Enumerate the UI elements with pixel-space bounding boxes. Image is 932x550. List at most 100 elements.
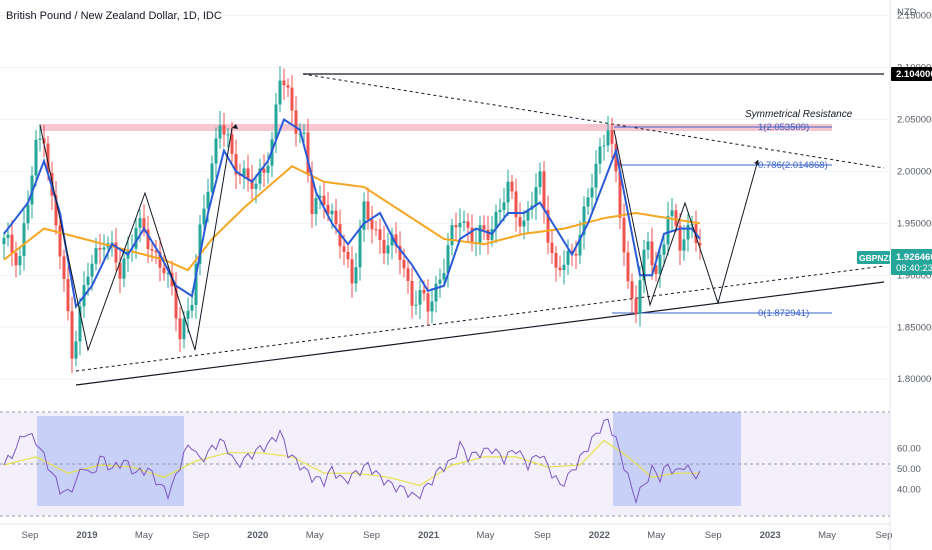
rsi-tick-label: 60.00 [897,444,921,455]
time-tick-label: May [476,530,494,541]
candle-body [650,241,654,266]
last-price-tag [891,249,932,275]
candle-body [494,211,498,230]
candle [650,227,654,280]
candle-body [42,138,46,144]
candle-body [662,244,666,255]
candle-body [86,276,90,285]
candle-body [370,219,374,230]
candle-body [646,241,650,250]
candle-body [438,279,442,284]
candle-body [686,224,690,240]
candle [2,231,6,259]
candle [34,129,38,187]
candle-body [674,210,678,226]
candle [246,154,250,192]
candle-body [14,252,18,266]
candle-body [582,206,586,235]
fib-level-1-label: 1(2.053509) [758,122,809,133]
candle [502,187,506,222]
time-tick-label: Sep [192,530,209,541]
candle [450,218,454,256]
candle [18,247,22,276]
candle-body [150,249,154,251]
candle-body [234,153,238,175]
descending-resistance-line [302,73,885,169]
candle [122,251,126,288]
candle-body [214,138,218,164]
candle-body [658,254,662,274]
candle-body [478,225,482,243]
candle [610,117,614,158]
candle-body [514,191,518,218]
candle-body [506,181,510,203]
candle-body [430,301,434,312]
candle-body [414,304,418,306]
candle [54,180,58,235]
candle-body [298,133,302,135]
candle-body [34,139,38,176]
candle [394,222,398,254]
candle [78,297,82,356]
ticker-tag-text: GBPNZD [859,253,895,263]
candle [150,240,154,262]
candle-body [362,201,366,230]
time-tick-label: Sep [363,530,380,541]
candle-body [194,263,198,305]
candle [378,218,382,255]
candle [154,240,158,264]
candle [142,204,146,237]
currency-label: NZD [897,7,917,18]
candle-body [182,318,186,340]
candle [222,112,226,147]
candle-body [522,220,526,227]
price-tick-label: 2.150000 [897,11,932,22]
candle [510,174,514,200]
candle [466,213,470,243]
candle-body [554,252,558,268]
candle-body [358,229,362,268]
candle-body [562,264,566,271]
candle-body [250,179,254,189]
candle-body [202,208,206,225]
candle [278,66,282,113]
time-tick-label: May [818,530,836,541]
candle [366,187,370,230]
candle-body [66,279,70,312]
candle-body [254,183,258,189]
time-tick-label: 2019 [76,530,97,541]
candle-body [678,225,682,251]
candle [370,205,374,244]
candle [414,290,418,316]
candle-body [226,134,230,136]
time-tick-label: May [306,530,324,541]
candle-body [242,168,246,176]
candle [682,224,686,261]
candle-body [542,171,546,210]
candle [558,255,562,277]
candle [354,252,358,292]
candle-body [410,280,414,306]
candle [534,173,538,220]
candle [194,253,198,319]
candle-body [378,229,382,240]
time-tick-label: 2021 [418,530,440,541]
candle [578,220,582,264]
time-axis[interactable]: Sep 2019 May Sep 2020 May Sep 2021 May Sep 2022 May… [0,523,892,541]
rsi-line [3,418,701,505]
time-tick-label: 2020 [247,530,268,541]
candle-body [314,198,318,215]
time-tick-label: 2023 [760,530,781,541]
candle [390,227,394,260]
candle [550,229,554,264]
candle [598,138,602,174]
candle-body [290,87,294,111]
candle-body [46,143,50,174]
candle [26,190,30,230]
candle-body [618,171,622,218]
candle-body [698,242,702,246]
candle [678,213,682,266]
candle [226,127,230,148]
